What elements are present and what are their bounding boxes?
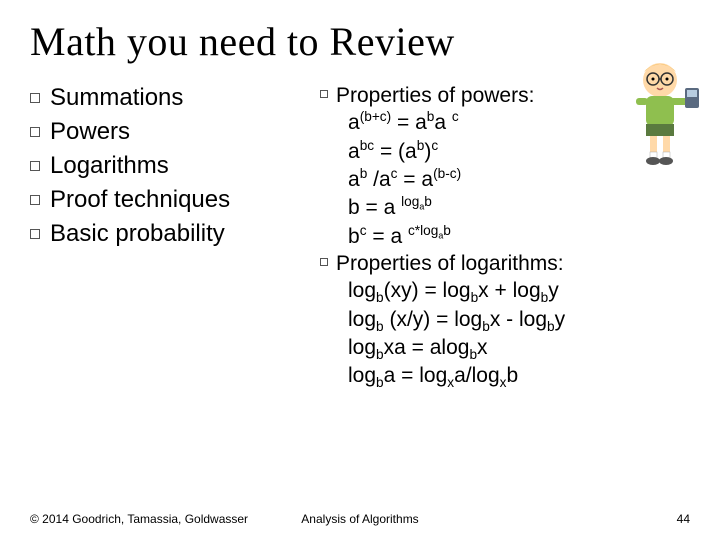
section-heading: Properties of logarithms: — [336, 251, 564, 277]
square-bullet-icon — [320, 90, 328, 98]
square-bullet-icon — [320, 258, 328, 266]
formula: logb (x/y) = logbx - logby — [348, 306, 690, 334]
left-item-label: Summations — [50, 83, 183, 113]
footer-copyright: © 2014 Goodrich, Tamassia, Goldwasser — [30, 512, 248, 526]
square-bullet-icon — [30, 195, 40, 205]
left-column: Summations Powers Logarithms Proof techn… — [30, 83, 310, 391]
cartoon-image — [622, 58, 702, 168]
formula: logb(xy) = logbx + logby — [348, 277, 690, 305]
list-item: Basic probability — [30, 219, 310, 249]
formula: logbxa = alogbx — [348, 334, 690, 362]
columns: Summations Powers Logarithms Proof techn… — [30, 83, 690, 391]
formula-block: logb(xy) = logbx + logby logb (x/y) = lo… — [348, 277, 690, 390]
list-item: Summations — [30, 83, 310, 113]
formula: bc = a c*logab — [348, 223, 690, 251]
list-item: Powers — [30, 117, 310, 147]
section-heading: Properties of powers: — [336, 83, 534, 109]
footer: © 2014 Goodrich, Tamassia, Goldwasser An… — [30, 512, 690, 526]
right-section: Properties of logarithms: — [320, 251, 690, 277]
left-item-label: Powers — [50, 117, 130, 147]
left-item-label: Logarithms — [50, 151, 169, 181]
formula: logba = logxa/logxb — [348, 362, 690, 390]
square-bullet-icon — [30, 93, 40, 103]
list-item: Logarithms — [30, 151, 310, 181]
square-bullet-icon — [30, 229, 40, 239]
footer-page-number: 44 — [677, 512, 690, 526]
left-item-label: Basic probability — [50, 219, 225, 249]
list-item: Proof techniques — [30, 185, 310, 215]
slide-title: Math you need to Review — [30, 18, 690, 65]
formula: b = a logab — [348, 194, 690, 222]
square-bullet-icon — [30, 161, 40, 171]
square-bullet-icon — [30, 127, 40, 137]
footer-title: Analysis of Algorithms — [301, 512, 418, 526]
left-item-label: Proof techniques — [50, 185, 230, 215]
formula: ab /ac = a(b-c) — [348, 166, 690, 194]
slide: Math you need to Review — [0, 0, 720, 540]
